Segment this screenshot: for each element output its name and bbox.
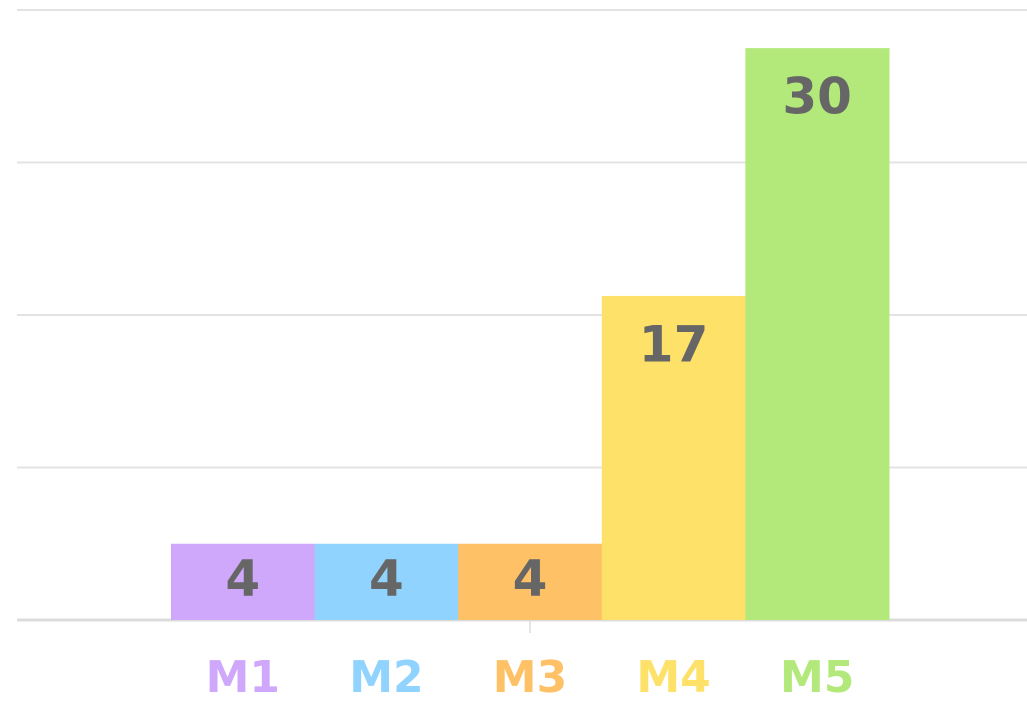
value-label: 4 <box>369 549 404 607</box>
x-tick-label: M4 <box>636 652 710 701</box>
x-tick-label: M1 <box>206 652 280 701</box>
bar <box>601 295 746 620</box>
value-label: 4 <box>225 549 260 607</box>
bar <box>171 543 316 620</box>
x-tick-label: M5 <box>780 652 854 701</box>
bar <box>314 543 459 620</box>
value-label: 4 <box>513 549 548 607</box>
value-label: 17 <box>639 315 709 373</box>
bar <box>458 543 603 620</box>
bar <box>745 48 890 620</box>
x-tick-label: M2 <box>349 652 423 701</box>
value-label: 30 <box>782 68 852 126</box>
x-tick-label: M3 <box>493 652 567 701</box>
